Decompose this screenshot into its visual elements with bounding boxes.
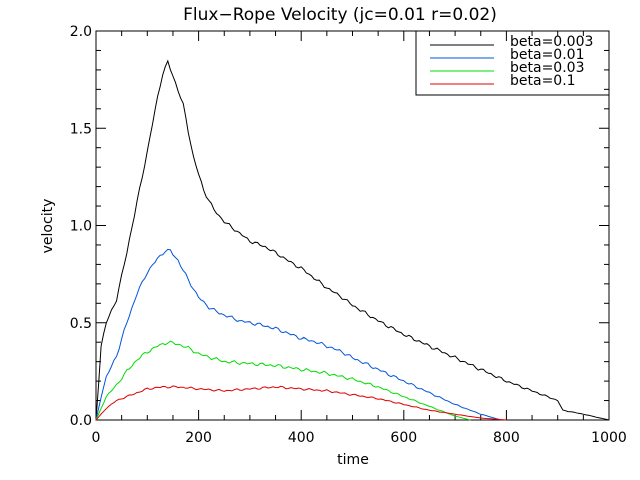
legend-label: beta=0.1	[510, 73, 576, 89]
series-line-beta=0.03	[95, 340, 471, 421]
series-lines	[95, 59, 610, 421]
x-tick-label: 1000	[591, 430, 627, 446]
plot-frame	[95, 30, 610, 421]
y-tick-label: 0.5	[70, 316, 92, 332]
series-line-beta=0.01	[95, 248, 502, 421]
x-tick-label: 800	[493, 430, 520, 446]
series-line-beta=0.1	[95, 385, 507, 421]
x-tick-label: 600	[390, 430, 417, 446]
y-tick-label: 1.5	[70, 121, 92, 137]
legend-label: beta=0.03	[510, 60, 584, 76]
legend-box	[415, 30, 610, 96]
x-tick-label: 400	[288, 430, 315, 446]
y-axis-label: velocity	[40, 199, 56, 254]
y-tick-label: 0.0	[70, 413, 92, 429]
x-axis-label: time	[337, 452, 369, 468]
series-line-beta=0.003	[95, 59, 610, 421]
y-tick-label: 1.0	[70, 219, 92, 235]
y-tick-labels: 0.0 0.5 1.0 1.5 2.0	[70, 24, 92, 429]
x-tick-labels: 0 200 400 600 800 1000	[92, 430, 627, 446]
legend-label: beta=0.003	[510, 34, 593, 50]
chart-title: Flux−Rope Velocity (jc=0.01 r=0.02)	[183, 5, 497, 25]
x-tick-label: 0	[92, 430, 101, 446]
y-tick-label: 2.0	[70, 24, 92, 40]
x-tick-label: 200	[185, 430, 212, 446]
legend-label: beta=0.01	[510, 47, 584, 63]
axis-ticks	[95, 30, 610, 421]
